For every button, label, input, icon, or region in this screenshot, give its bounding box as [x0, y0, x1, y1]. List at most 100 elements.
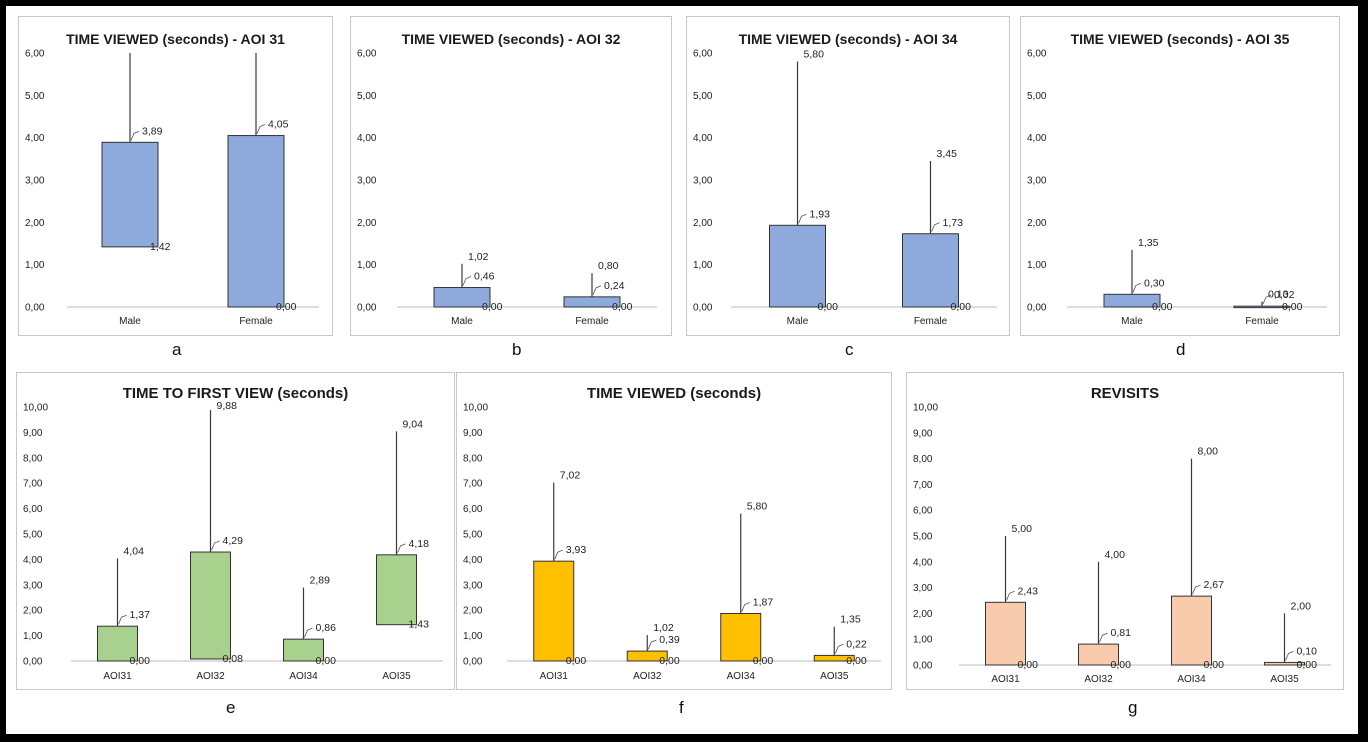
x-category-label: AOI35 — [820, 671, 849, 682]
data-label-mean: 3,93 — [566, 544, 587, 556]
chart-panel-e: TIME TO FIRST VIEW (seconds) 0,00 1,00 2,0… — [16, 372, 455, 690]
box-bar — [283, 638, 324, 662]
box-bar — [376, 554, 417, 626]
data-label-mean: 4,18 — [409, 538, 430, 550]
y-tick-label: 0,00 — [913, 661, 933, 672]
y-tick-label: 1,00 — [25, 260, 45, 271]
data-label-mean: 4,29 — [223, 535, 244, 547]
data-label-leader — [130, 130, 140, 141]
data-label-leader — [1285, 651, 1294, 661]
y-tick-label: 1,00 — [1027, 260, 1047, 271]
y-tick-label: 7,00 — [463, 479, 483, 490]
y-tick-label: 2,00 — [23, 606, 43, 617]
y-tick-label: 7,00 — [23, 479, 43, 490]
data-label-max: 4,04 — [124, 545, 145, 557]
x-category-label: AOI31 — [540, 671, 569, 682]
data-label-max: 7,02 — [560, 470, 581, 482]
data-label-min: 0,08 — [223, 653, 244, 665]
data-label-leader — [931, 222, 940, 232]
chart-plot: 0,00 1,00 2,00 3,00 4,00 5,00 6,00 7,00 8,00 9,00… — [463, 403, 881, 682]
y-tick-label: 1,00 — [913, 635, 933, 646]
data-label-leader — [118, 614, 127, 625]
data-label-min: 0,00 — [1204, 659, 1225, 671]
y-tick-label: 8,00 — [23, 453, 43, 464]
data-label-mean: 0,02 — [1274, 289, 1295, 301]
data-label-max: 1,02 — [468, 251, 489, 263]
data-label-mean: 4,05 — [268, 119, 289, 131]
y-tick-label: 0,00 — [693, 303, 713, 314]
data-label-min: 0,00 — [1152, 301, 1173, 313]
data-label-min: 0,00 — [316, 655, 337, 667]
data-label-max: 0,80 — [598, 260, 619, 272]
data-label-mean: 2,67 — [1204, 579, 1225, 591]
y-tick-label: 3,00 — [23, 580, 43, 591]
chart-panel-b: TIME VIEWED (seconds) - AOI 32 0,00 1,00 2… — [350, 16, 672, 336]
x-category-label: Male — [119, 316, 141, 327]
y-tick-label: 4,00 — [23, 555, 43, 566]
data-label-min: 0,00 — [276, 301, 297, 313]
y-tick-label: 3,00 — [913, 583, 933, 594]
y-tick-label: 3,00 — [693, 176, 713, 187]
y-tick-label: 4,00 — [357, 133, 377, 144]
y-tick-label: 10,00 — [463, 403, 488, 414]
x-category-label: Female — [914, 316, 948, 327]
data-label-min: 0,00 — [753, 655, 774, 667]
data-label-leader — [1192, 584, 1201, 595]
data-label-max: 3,45 — [937, 148, 958, 160]
y-tick-label: 3,00 — [1027, 176, 1047, 187]
x-category-label: Male — [451, 316, 473, 327]
chart-title: TIME VIEWED (seconds) - AOI 34 — [738, 31, 958, 47]
data-label-mean: 3,89 — [142, 125, 163, 137]
box-bar — [769, 224, 826, 308]
data-label-leader — [798, 213, 807, 224]
y-tick-label: 2,00 — [25, 218, 45, 229]
y-tick-label: 0,00 — [23, 657, 43, 668]
data-label-max: 1,35 — [840, 614, 861, 626]
data-label-leader — [1262, 294, 1272, 305]
data-label-min: 0,00 — [1018, 659, 1039, 671]
y-tick-label: 4,00 — [693, 133, 713, 144]
box-bar — [1264, 661, 1305, 666]
figure-letter-e: e — [226, 698, 236, 717]
x-category-label: AOI34 — [1177, 674, 1206, 685]
chart-title: TIME VIEWED (seconds) - AOI 32 — [401, 31, 621, 47]
box-bar — [227, 135, 285, 308]
box-bar — [433, 287, 491, 308]
data-label-mean: 1,93 — [810, 208, 831, 220]
y-tick-label: 9,00 — [913, 428, 933, 439]
data-label-min: 0,00 — [130, 655, 151, 667]
y-tick-label: 3,00 — [357, 176, 377, 187]
y-tick-label: 5,00 — [25, 91, 45, 102]
chart-panel-g: REVISITS 0,00 1,00 2,00 3,00 4,00 5,00 6,00 7,0… — [906, 372, 1344, 690]
data-label-mean: 0,81 — [1111, 627, 1132, 639]
chart-panel-a: TIME VIEWED (seconds) - AOI 31 0,00 1,00 2… — [18, 16, 333, 336]
box-bar — [1103, 293, 1161, 308]
box-bar — [101, 141, 159, 248]
chart-plot: 0,00 1,00 2,00 3,00 4,00 5,00 6,00 1,42 3,89 Male… — [25, 49, 319, 327]
chart-title: TIME VIEWED (seconds) - AOI 35 — [1070, 31, 1290, 47]
x-category-label: AOI35 — [1270, 674, 1299, 685]
data-label-max: 1,35 — [1138, 237, 1159, 249]
chart-panel-f: TIME VIEWED (seconds) 0,00 1,00 2,00 3,00 4,… — [456, 372, 892, 690]
data-label-min: 0,00 — [612, 301, 633, 313]
data-label-max: 0,13 — [1268, 288, 1289, 300]
data-label-min: 0,00 — [659, 655, 680, 667]
y-tick-label: 3,00 — [463, 580, 483, 591]
data-label-max: 5,00 — [1012, 523, 1033, 535]
data-label-mean: 0,39 — [659, 634, 680, 646]
y-tick-label: 0,00 — [1027, 303, 1047, 314]
data-label-mean: 0,46 — [474, 271, 495, 283]
box-bar — [190, 551, 231, 660]
y-tick-label: 5,00 — [357, 91, 377, 102]
y-tick-label: 1,00 — [357, 260, 377, 271]
data-label-max: 5,80 — [747, 501, 768, 513]
data-label-leader — [211, 540, 220, 551]
data-label-min: 0,00 — [818, 301, 839, 313]
chart-panel-d: TIME VIEWED (seconds) - AOI 35 0,00 1,00 2… — [1020, 16, 1340, 336]
y-tick-label: 2,00 — [1027, 218, 1047, 229]
x-category-label: AOI35 — [382, 671, 411, 682]
y-tick-label: 4,00 — [1027, 133, 1047, 144]
y-tick-label: 10,00 — [913, 403, 938, 414]
data-label-leader — [1132, 282, 1142, 293]
chart-plot: 0,00 1,00 2,00 3,00 4,00 5,00 6,00 0,00 1,93 5,80… — [693, 48, 997, 327]
